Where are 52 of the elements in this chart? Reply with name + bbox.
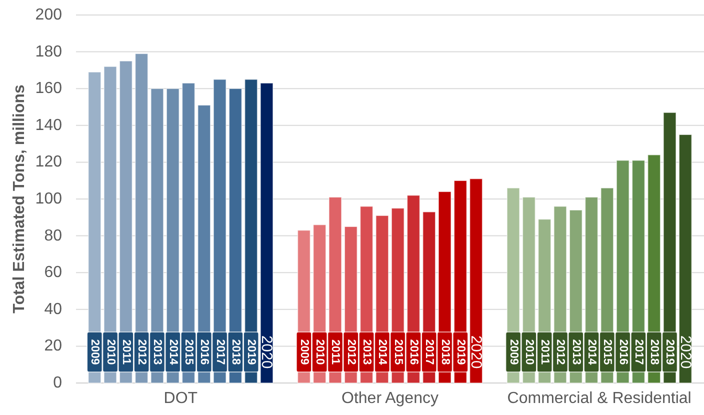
y-tick-label: 160: [35, 80, 62, 98]
text: 2015: [601, 339, 614, 365]
text: 2011: [329, 340, 342, 364]
text: 2020: [676, 335, 694, 369]
series-label: 2010: [522, 339, 535, 365]
y-tick-label: 140: [35, 116, 62, 134]
text: 2018: [648, 339, 660, 365]
text: 2019: [454, 339, 466, 365]
text: 2009: [88, 339, 101, 365]
y-tick-label: 60: [44, 264, 62, 282]
text: 2013: [360, 339, 373, 365]
series-label: 2016: [198, 339, 210, 365]
text: 2012: [554, 339, 566, 365]
y-tick-label: 80: [44, 227, 62, 244]
text: 2013: [570, 339, 582, 365]
text: 2011: [538, 340, 551, 364]
text: 2009: [507, 339, 520, 365]
series-label: 2013: [151, 339, 164, 365]
series-label: 2009: [298, 339, 310, 365]
x-tick-label: DOT: [164, 390, 198, 407]
text: 2017: [632, 339, 644, 365]
y-tick-label: 0: [53, 374, 62, 392]
text: 2010: [104, 339, 116, 365]
text: 2014: [586, 339, 598, 365]
text: 2018: [229, 339, 242, 365]
y-axis-title: Total Estimated Tons, millions: [11, 84, 28, 314]
text: 2020: [468, 335, 485, 369]
y-tick-label: 40: [44, 300, 62, 318]
series-label: 2020: [258, 335, 276, 369]
text: 2012: [136, 339, 148, 365]
x-tick-label: Other Agency: [342, 390, 438, 407]
series-label: 2011: [120, 340, 132, 366]
series-label: 2017: [214, 339, 226, 365]
series-label: 2019: [245, 339, 258, 365]
text: 2016: [616, 339, 629, 365]
y-tick-label: 200: [35, 6, 62, 24]
text: 2010: [314, 339, 326, 365]
series-label: 2012: [344, 339, 357, 365]
y-tick-label: 120: [35, 154, 62, 171]
text: 2014: [376, 339, 388, 365]
y-tick-label: 180: [35, 43, 62, 60]
text: 2017: [423, 339, 436, 365]
series-label: 2018: [438, 339, 451, 366]
text: 2016: [407, 339, 420, 365]
y-tick-label: 100: [35, 190, 62, 208]
x-tick-label: Commercial & Residential: [507, 390, 692, 407]
series-label: 2014: [166, 339, 179, 366]
bar: [260, 82, 274, 384]
text: 2015: [182, 339, 194, 365]
series-label: 2015: [392, 339, 404, 366]
text: 2019: [664, 339, 676, 365]
y-tick-label: 20: [44, 338, 62, 355]
